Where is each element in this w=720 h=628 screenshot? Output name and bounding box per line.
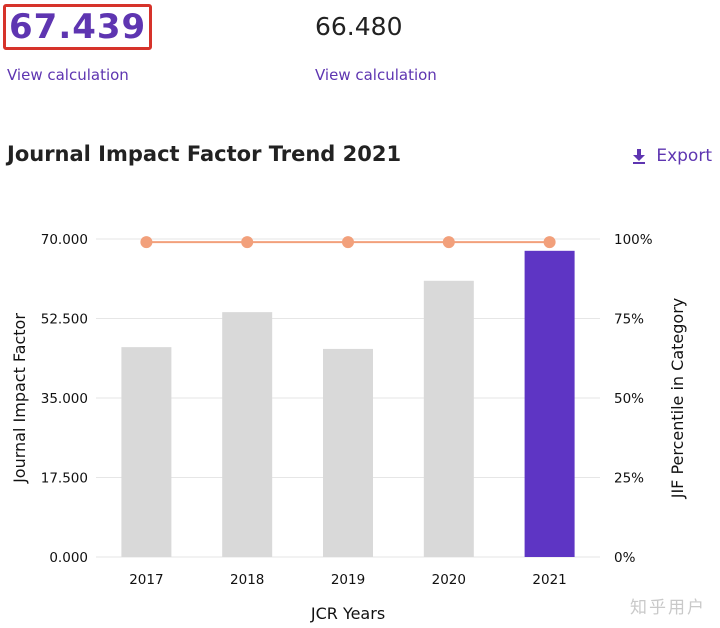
download-icon [632, 148, 646, 164]
y2-tick-label: 100% [614, 232, 653, 248]
chart-title: Journal Impact Factor Trend 2021 [7, 142, 402, 166]
y-tick-label: 70.000 [41, 232, 88, 248]
view-calculation-link-2[interactable]: View calculation [315, 66, 437, 84]
percentile-point-2020 [442, 236, 455, 249]
percentile-point-2018 [241, 236, 254, 249]
y-tick-label: 52.500 [41, 312, 88, 328]
x-tick-label: 2017 [129, 572, 163, 588]
y-tick-label: 17.500 [41, 471, 88, 487]
jif-without-self-cites-block: 66.480 [315, 4, 402, 47]
y2-axis-title: JIF Percentile in Category [668, 298, 687, 500]
export-label: Export [656, 146, 712, 166]
y-tick-label: 0.000 [49, 550, 88, 566]
percentile-point-2021 [543, 236, 556, 249]
x-tick-label: 2018 [230, 572, 264, 588]
x-tick-label: 2020 [432, 572, 466, 588]
y2-tick-label: 50% [614, 391, 644, 407]
x-tick-label: 2019 [331, 572, 365, 588]
jif-value-block: 67.439 [3, 4, 153, 50]
jif-value-highlighted: 67.439 [3, 4, 153, 50]
percentile-point-2017 [140, 236, 153, 249]
jif-value-secondary: 66.480 [315, 12, 403, 41]
percentile-point-2019 [342, 236, 354, 249]
y2-tick-label: 0% [614, 550, 636, 566]
y-axis-title: Journal Impact Factor [10, 313, 29, 484]
y2-tick-label: 25% [614, 471, 644, 487]
bar-2017 [121, 347, 172, 557]
bar-2019 [323, 348, 373, 557]
bar-2020 [423, 280, 474, 557]
view-calculation-link-1[interactable]: View calculation [7, 66, 129, 84]
bar-2018 [222, 312, 273, 557]
export-button[interactable]: Export [632, 146, 712, 166]
x-tick-label: 2021 [532, 572, 566, 588]
y2-tick-label: 75% [614, 312, 644, 328]
watermark: 知乎用户 [630, 598, 706, 618]
x-axis-title: JCR Years [310, 604, 385, 623]
y-tick-label: 35.000 [41, 391, 88, 407]
bar-2021 [524, 250, 575, 557]
